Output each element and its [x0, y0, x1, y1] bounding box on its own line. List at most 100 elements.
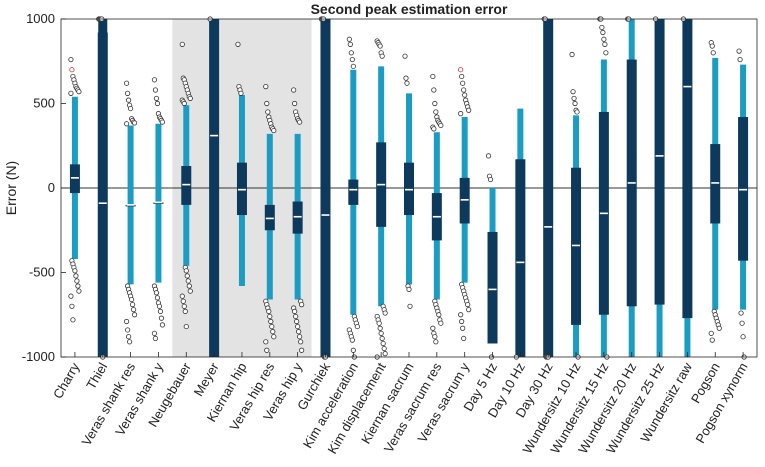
- iqr-box: [404, 162, 414, 216]
- y-tick-label: 1000: [26, 11, 55, 26]
- outlier-point: [571, 95, 577, 102]
- outlier-point: [182, 308, 188, 314]
- outlier-point: [299, 302, 305, 308]
- outlier-point: [461, 335, 467, 342]
- iqr-box: [69, 164, 80, 194]
- iqr-box: [209, 19, 220, 357]
- outlier-point: [295, 323, 301, 330]
- outlier-point: [379, 335, 385, 342]
- outlier-point: [132, 120, 138, 126]
- outlier-point: [458, 111, 464, 117]
- box-wundersitz-10-hz: [571, 115, 582, 357]
- box-veras-sacrum-res: [431, 132, 442, 300]
- iqr-box: [320, 19, 331, 357]
- iqr-box: [515, 159, 526, 357]
- outlier-point: [125, 90, 131, 96]
- outlier-point: [379, 53, 385, 59]
- outlier-point: [69, 303, 75, 309]
- outlier-point: [602, 41, 608, 47]
- iqr-box: [654, 19, 665, 305]
- outlier-point: [466, 107, 472, 113]
- iqr-box: [236, 162, 247, 216]
- outlier-point: [128, 105, 134, 112]
- outlier-point: [158, 315, 165, 321]
- outlier-point: [264, 100, 270, 107]
- outlier-point: [430, 73, 436, 80]
- outlier-point: [380, 340, 386, 347]
- outlier-point: [574, 109, 580, 115]
- outlier-point: [238, 90, 244, 96]
- outlier-point: [129, 296, 135, 303]
- outlier-point: [465, 302, 471, 308]
- outlier-point: [349, 56, 355, 63]
- outlier-point: [291, 87, 297, 93]
- outlier-point: [350, 63, 356, 69]
- outlier-point: [263, 339, 269, 345]
- outlier-point: [459, 318, 465, 325]
- outlier-point: [350, 347, 356, 353]
- outlier-point: [740, 334, 746, 340]
- iqr-box: [710, 144, 721, 224]
- outlier-point: [459, 73, 465, 80]
- outlier-point: [271, 127, 277, 134]
- outlier-point: [68, 56, 74, 63]
- outlier-point: [74, 278, 80, 284]
- outlier-point: [264, 347, 270, 353]
- box-veras-hip-res: [264, 133, 275, 300]
- box-wundersitz-25-hz: [654, 19, 665, 357]
- iqr-box: [348, 179, 359, 205]
- outlier-point: [76, 89, 82, 95]
- box-veras-hip-y: [292, 133, 303, 300]
- outlier-point: [404, 80, 410, 86]
- outlier-point: [268, 318, 274, 325]
- outlier-point: [125, 327, 131, 333]
- outlier-point: [402, 53, 408, 59]
- outlier-point: [433, 109, 439, 115]
- iqr-box: [292, 201, 303, 234]
- outlier-point: [433, 339, 439, 345]
- outlier-point: [69, 67, 75, 73]
- outlier-point: [462, 92, 468, 98]
- outlier-point: [183, 268, 189, 274]
- outlier-point: [154, 295, 161, 301]
- outlier-point: [603, 50, 609, 56]
- outlier-point: [381, 345, 387, 352]
- outlier-point: [377, 325, 383, 331]
- box-wundersitz-raw: [682, 19, 693, 357]
- outlier-point: [293, 313, 299, 320]
- iqr-box: [682, 19, 693, 319]
- box-thiel: [97, 19, 108, 358]
- outlier-point: [432, 334, 438, 340]
- outlier-point: [187, 288, 193, 294]
- outlier-point: [180, 298, 186, 304]
- y-tick-label: -1000: [22, 349, 55, 364]
- outlier-point: [601, 36, 607, 42]
- outlier-point: [157, 308, 164, 314]
- outlier-point: [382, 351, 388, 357]
- y-ticks-layer: -1000 -500 0 500 1000: [22, 11, 66, 364]
- outlier-point: [263, 84, 269, 90]
- boxes-layer: [69, 19, 749, 358]
- outlier-point: [431, 87, 437, 93]
- outlier-point: [131, 307, 137, 313]
- outliers-layer: [68, 16, 747, 360]
- outlier-point: [438, 122, 444, 129]
- outlier-point: [406, 286, 412, 292]
- outlier-point: [348, 50, 354, 56]
- outlier-point: [266, 308, 272, 314]
- outlier-point: [271, 334, 277, 340]
- outlier-point: [153, 290, 160, 296]
- box-veras-sacrum-y: [459, 117, 470, 283]
- y-tick-label: 500: [33, 96, 55, 111]
- outlier-point: [378, 330, 384, 336]
- box-kiernan-sacrum: [404, 93, 414, 285]
- box-gurchiek: [320, 19, 331, 357]
- box-kim-acceleration: [348, 69, 359, 315]
- outlier-point: [599, 24, 605, 31]
- outlier-point: [124, 80, 130, 86]
- outlier-point: [485, 153, 492, 159]
- outlier-point: [187, 95, 193, 102]
- outlier-point: [347, 41, 353, 47]
